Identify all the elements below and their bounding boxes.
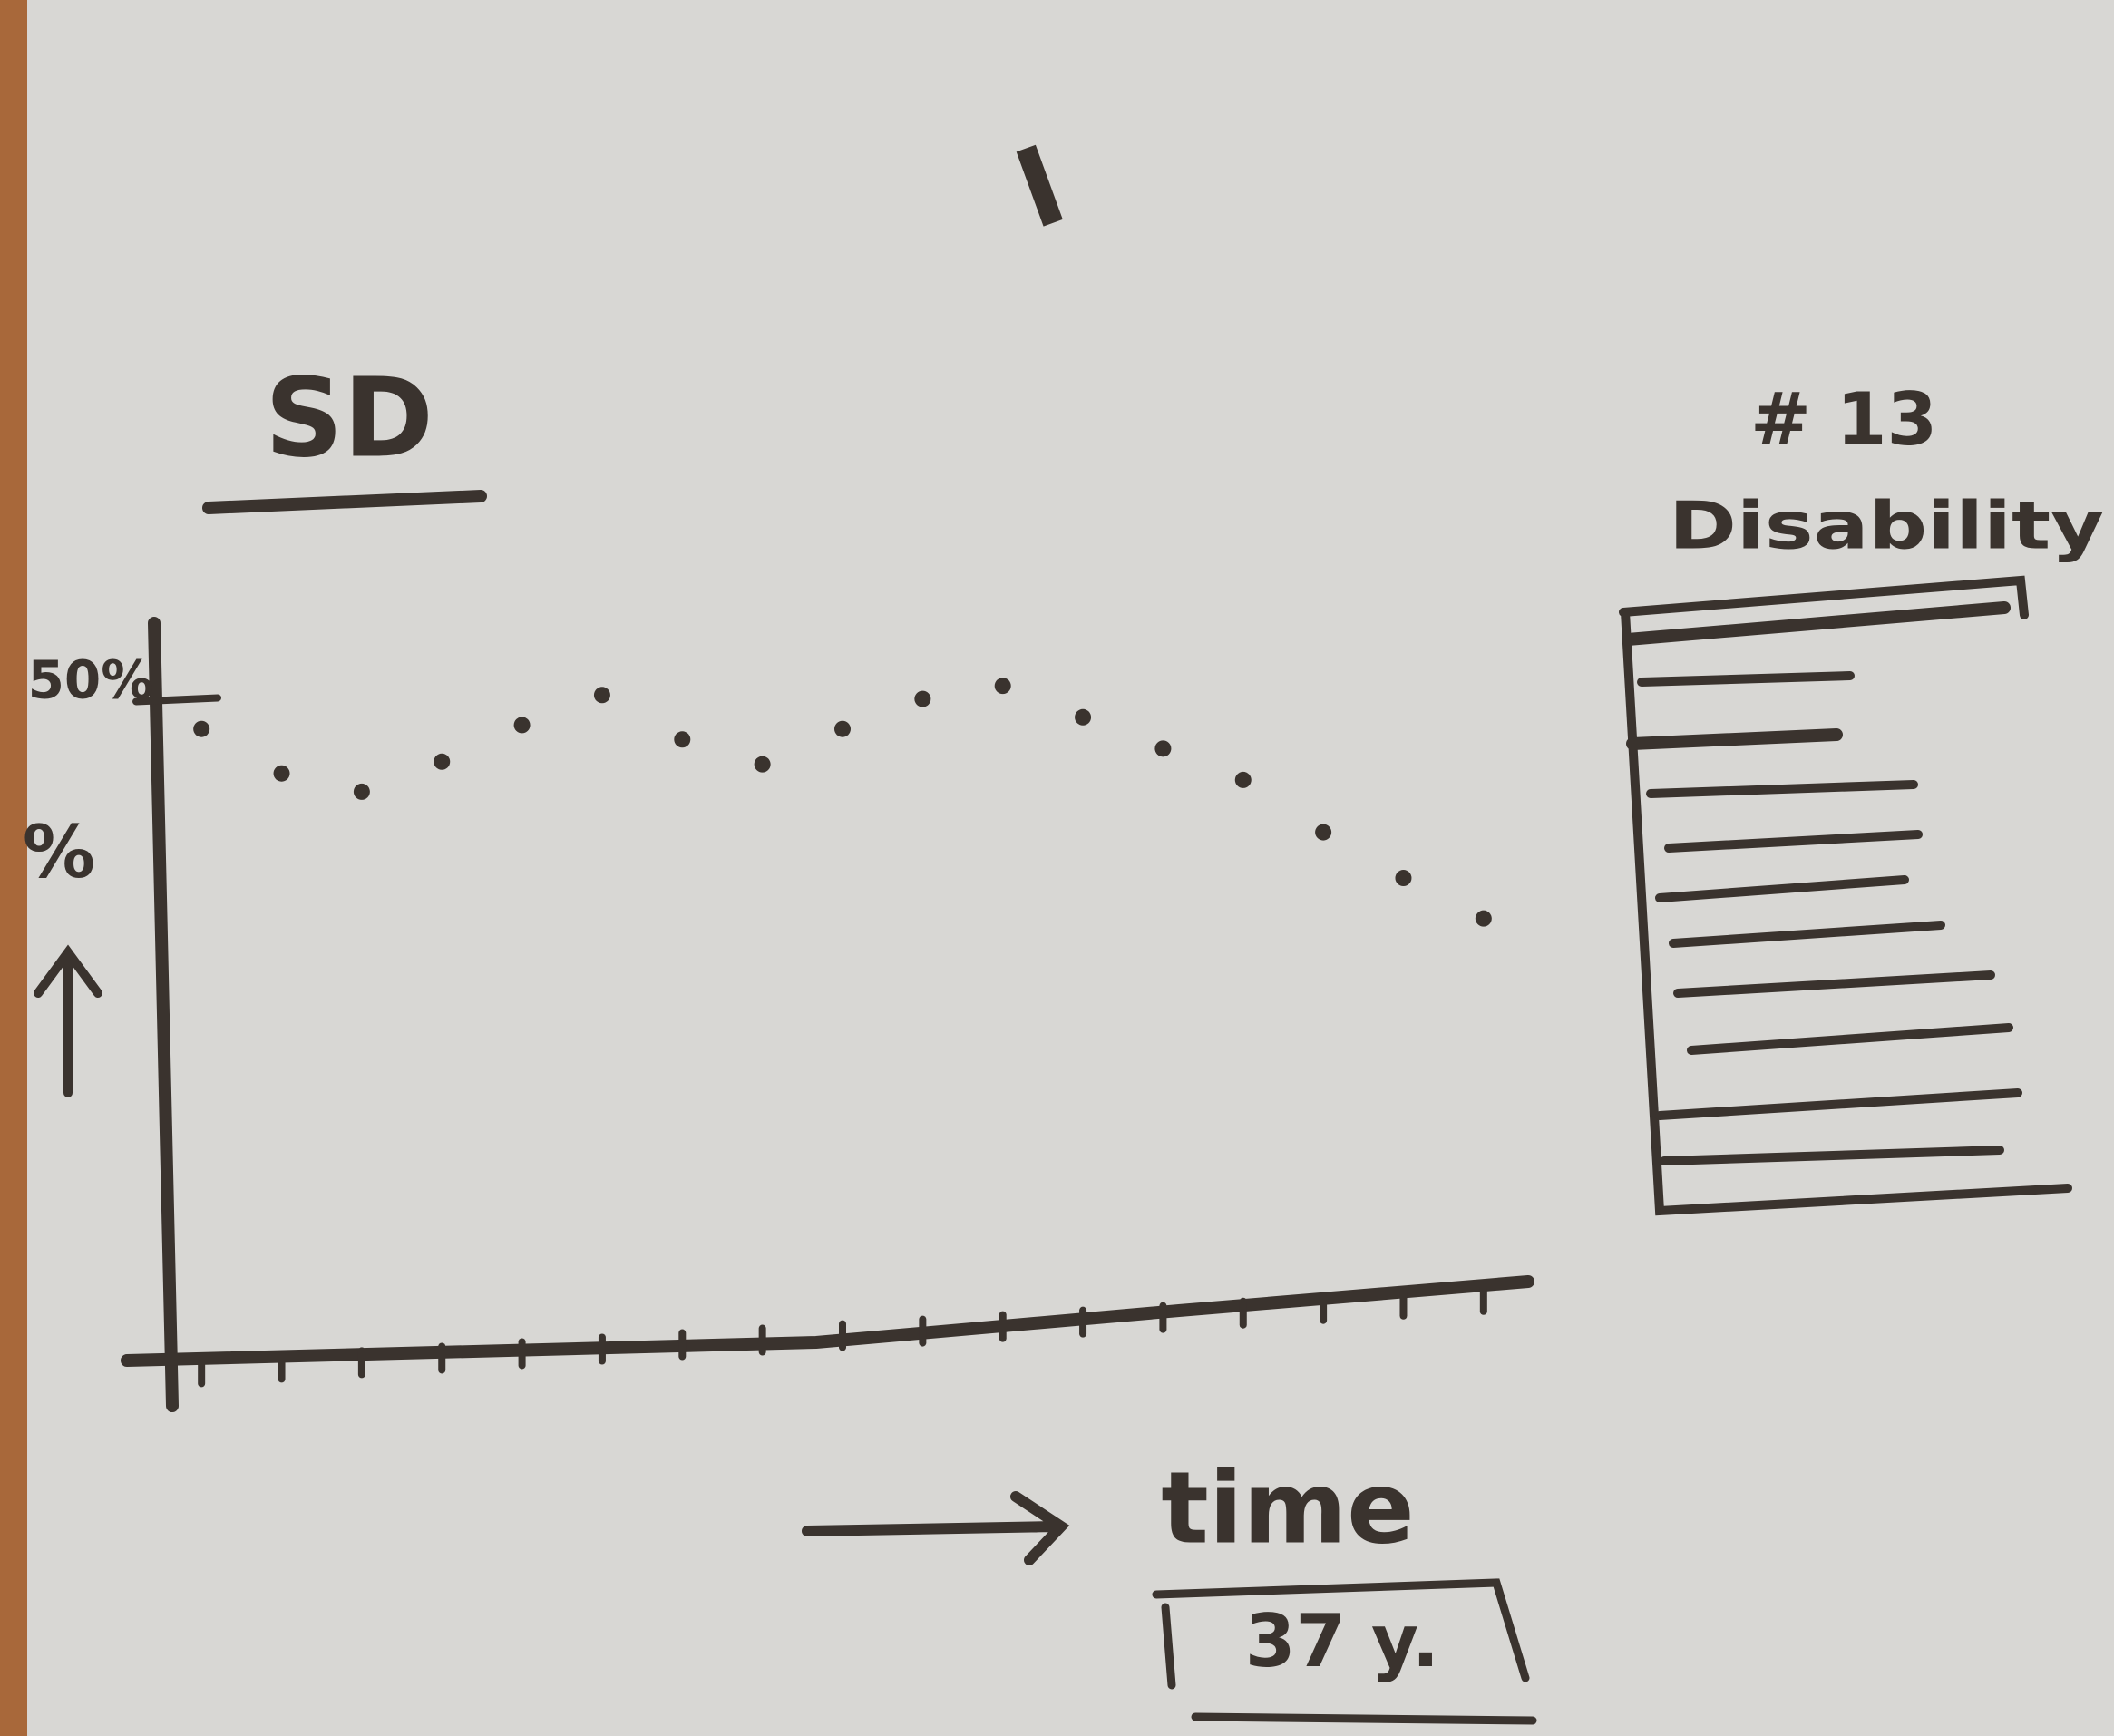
panel-count: # 13 bbox=[1750, 377, 1937, 462]
point bbox=[914, 690, 931, 707]
chart-title: SD bbox=[265, 356, 434, 483]
point bbox=[193, 720, 210, 737]
list-row bbox=[1673, 970, 1995, 998]
x-axis bbox=[121, 1275, 1534, 1367]
list-row bbox=[1687, 1023, 2013, 1055]
list-row bbox=[1660, 1146, 2004, 1165]
point bbox=[754, 756, 771, 773]
title-underline bbox=[202, 490, 487, 514]
disability-list bbox=[1619, 575, 2072, 1216]
x-axis-label: time bbox=[1161, 1449, 1415, 1565]
point bbox=[1315, 824, 1332, 841]
point bbox=[994, 678, 1011, 695]
table-edge bbox=[0, 0, 27, 1736]
point bbox=[1154, 740, 1172, 757]
list-row bbox=[1669, 921, 1945, 948]
point bbox=[1234, 771, 1252, 788]
list-row bbox=[1646, 780, 1918, 798]
y-axis bbox=[148, 617, 179, 1412]
point bbox=[434, 753, 451, 770]
y-arrow bbox=[34, 944, 102, 1097]
point bbox=[1395, 870, 1412, 887]
list-row bbox=[1655, 1088, 2022, 1120]
list-row bbox=[1655, 875, 1909, 902]
list-row bbox=[1637, 671, 1855, 687]
point bbox=[674, 731, 691, 748]
point bbox=[1475, 910, 1492, 927]
y-axis-label: % bbox=[23, 810, 95, 894]
point bbox=[593, 687, 610, 704]
list-frame bbox=[1619, 575, 2072, 1216]
point bbox=[513, 717, 531, 734]
panel-title: Disability bbox=[1669, 488, 2104, 564]
y-tick bbox=[132, 694, 221, 706]
point bbox=[273, 765, 290, 782]
list-row bbox=[1622, 601, 2011, 646]
time-value: 37 y. bbox=[1245, 1599, 1439, 1683]
time-box bbox=[1152, 1578, 1537, 1725]
list-row bbox=[1626, 728, 1843, 750]
point bbox=[834, 720, 851, 737]
point bbox=[353, 783, 370, 800]
x-arrow bbox=[802, 1491, 1070, 1565]
point bbox=[1075, 708, 1092, 726]
list-row bbox=[1664, 830, 1923, 853]
